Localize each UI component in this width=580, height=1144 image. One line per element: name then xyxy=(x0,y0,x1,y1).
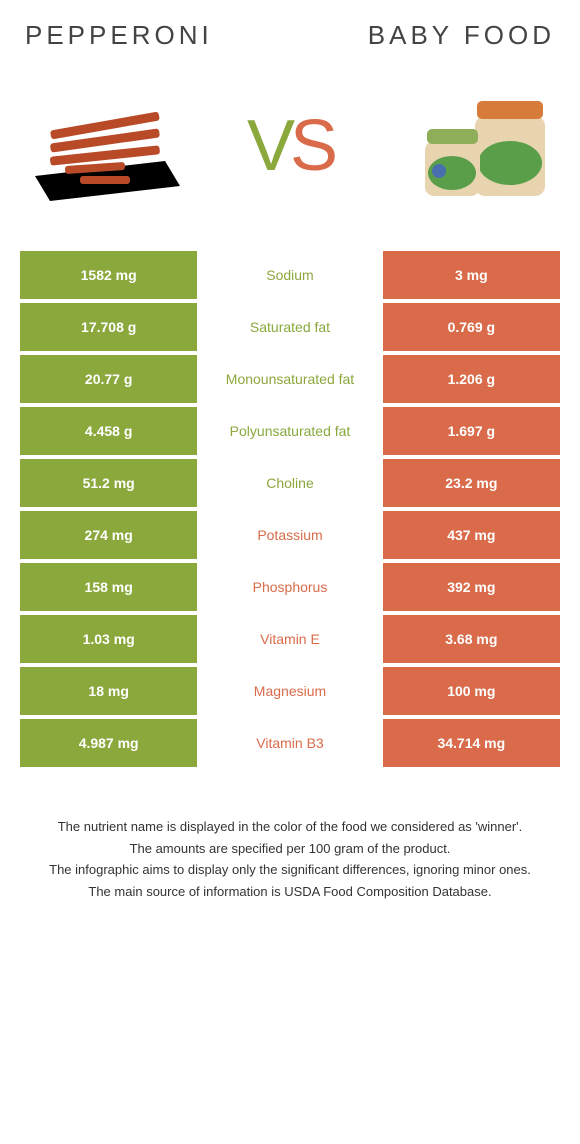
header: Pepperoni Baby food xyxy=(15,20,565,51)
images-row: VS xyxy=(15,81,565,211)
left-value: 274 mg xyxy=(20,511,197,559)
nutrient-label: Polyunsaturated fat xyxy=(201,407,378,455)
left-value: 1.03 mg xyxy=(20,615,197,663)
right-value: 1.697 g xyxy=(383,407,560,455)
left-value: 20.77 g xyxy=(20,355,197,403)
right-value: 100 mg xyxy=(383,667,560,715)
nutrient-label: Vitamin B3 xyxy=(201,719,378,767)
vs-v: V xyxy=(247,106,290,186)
note-line: The amounts are specified per 100 gram o… xyxy=(35,839,545,859)
right-value: 1.206 g xyxy=(383,355,560,403)
left-value: 17.708 g xyxy=(20,303,197,351)
right-value: 3.68 mg xyxy=(383,615,560,663)
right-value: 3 mg xyxy=(383,251,560,299)
babyfood-image xyxy=(385,81,555,211)
vs-label: VS xyxy=(247,105,333,187)
table-row: 1582 mgSodium3 mg xyxy=(20,251,560,299)
nutrient-label: Monounsaturated fat xyxy=(201,355,378,403)
table-row: 1.03 mgVitamin E3.68 mg xyxy=(20,615,560,663)
left-value: 4.987 mg xyxy=(20,719,197,767)
note-line: The nutrient name is displayed in the co… xyxy=(35,817,545,837)
right-value: 437 mg xyxy=(383,511,560,559)
table-row: 51.2 mgCholine23.2 mg xyxy=(20,459,560,507)
left-value: 1582 mg xyxy=(20,251,197,299)
nutrient-label: Potassium xyxy=(201,511,378,559)
table-row: 158 mgPhosphorus392 mg xyxy=(20,563,560,611)
pepperoni-image xyxy=(25,81,195,211)
right-value: 392 mg xyxy=(383,563,560,611)
left-value: 158 mg xyxy=(20,563,197,611)
title-left: Pepperoni xyxy=(15,20,290,51)
title-right: Baby food xyxy=(290,20,565,51)
left-value: 51.2 mg xyxy=(20,459,197,507)
right-value: 0.769 g xyxy=(383,303,560,351)
right-value: 34.714 mg xyxy=(383,719,560,767)
table-row: 4.458 gPolyunsaturated fat1.697 g xyxy=(20,407,560,455)
nutrient-label: Phosphorus xyxy=(201,563,378,611)
table-row: 17.708 gSaturated fat0.769 g xyxy=(20,303,560,351)
nutrient-label: Saturated fat xyxy=(201,303,378,351)
nutrient-label: Sodium xyxy=(201,251,378,299)
left-value: 18 mg xyxy=(20,667,197,715)
table-row: 20.77 gMonounsaturated fat1.206 g xyxy=(20,355,560,403)
nutrient-label: Magnesium xyxy=(201,667,378,715)
nutrient-table: 1582 mgSodium3 mg17.708 gSaturated fat0.… xyxy=(15,251,565,767)
note-line: The infographic aims to display only the… xyxy=(35,860,545,880)
table-row: 274 mgPotassium437 mg xyxy=(20,511,560,559)
footer-notes: The nutrient name is displayed in the co… xyxy=(15,817,565,901)
left-value: 4.458 g xyxy=(20,407,197,455)
nutrient-label: Choline xyxy=(201,459,378,507)
nutrient-label: Vitamin E xyxy=(201,615,378,663)
vs-s: S xyxy=(290,106,333,186)
table-row: 18 mgMagnesium100 mg xyxy=(20,667,560,715)
table-row: 4.987 mgVitamin B334.714 mg xyxy=(20,719,560,767)
note-line: The main source of information is USDA F… xyxy=(35,882,545,902)
right-value: 23.2 mg xyxy=(383,459,560,507)
